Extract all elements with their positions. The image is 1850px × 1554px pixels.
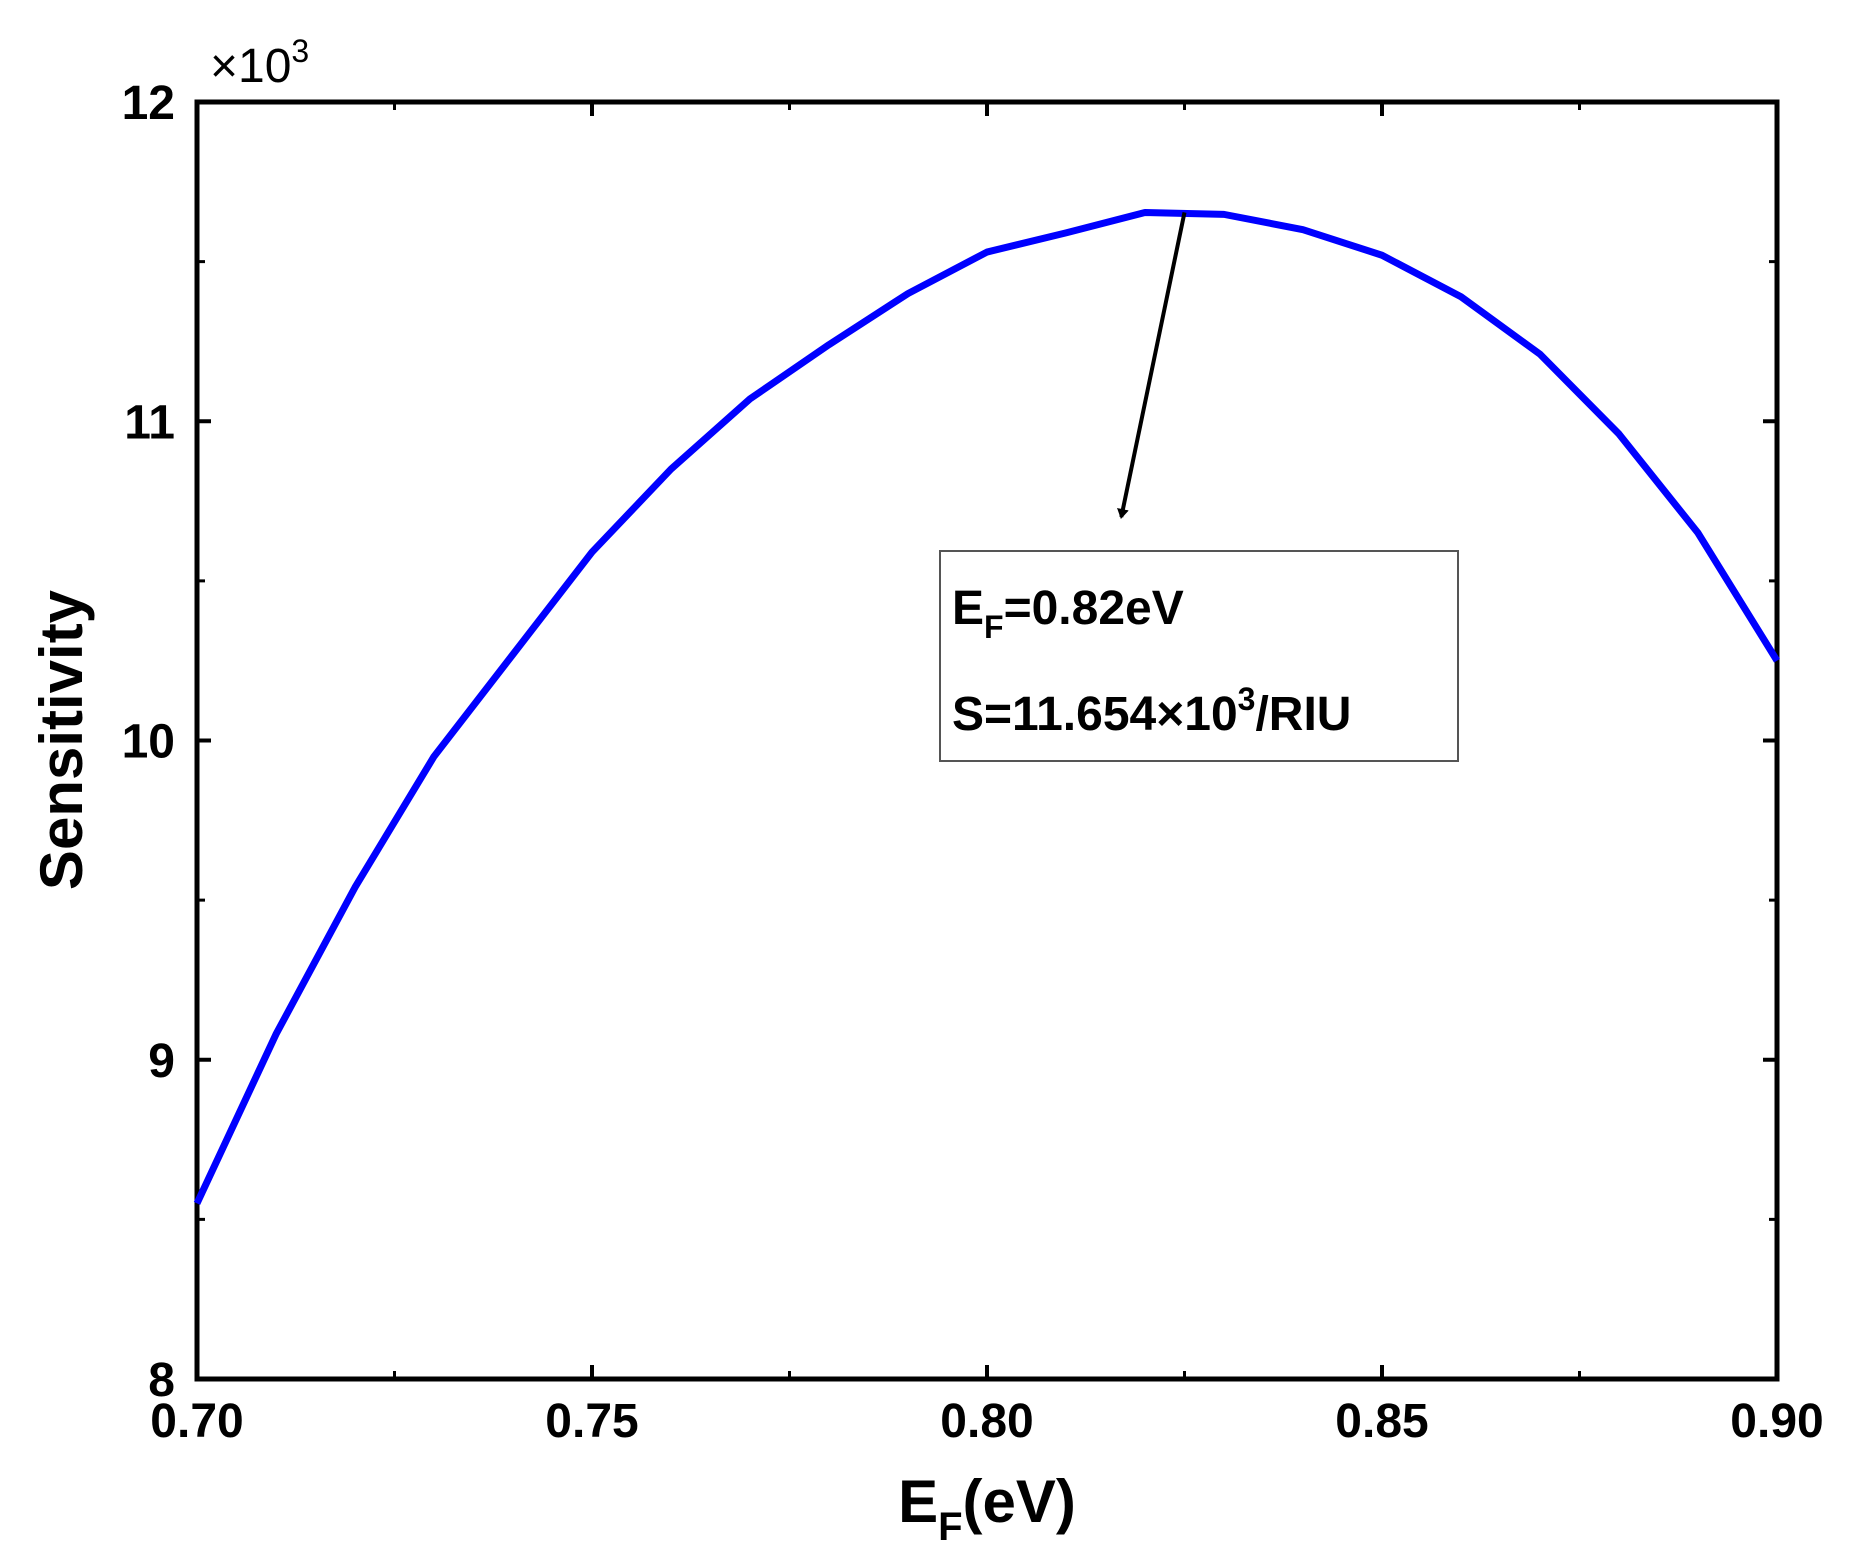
series-line-sensitivity <box>193 208 1780 1205</box>
annotation-line-2: S=11.654×103/RIU <box>952 681 1351 741</box>
data-point <box>984 249 990 255</box>
data-point <box>1063 230 1069 236</box>
y-axis-title: Sensitivity <box>28 589 95 890</box>
y-tick-label: 11 <box>124 396 175 449</box>
y-axis-ticks <box>197 100 1777 1381</box>
data-point <box>510 651 516 657</box>
data-point <box>1300 227 1306 233</box>
data-point <box>589 549 595 555</box>
annotation-line-1: EF=0.82eV <box>952 582 1184 645</box>
x-axis-title-rest: (eV) <box>963 1468 1076 1535</box>
y-tick-label: 10 <box>122 716 175 769</box>
x-tick-label: 0.90 <box>1730 1395 1823 1448</box>
y-axis-tick-labels: 8 9 10 11 12 <box>122 77 175 1407</box>
data-point <box>194 1200 200 1206</box>
y-multiplier-prefix: ×10 <box>210 40 291 93</box>
data-point <box>826 342 832 348</box>
x-tick-label: 0.85 <box>1335 1395 1428 1448</box>
data-point <box>431 753 437 759</box>
x-tick-label: 0.80 <box>940 1395 1033 1448</box>
y-axis-multiplier: ×103 <box>210 33 309 93</box>
annotation-s-exponent: 3 <box>1238 681 1256 717</box>
data-point <box>1616 431 1622 437</box>
y-tick-label: 12 <box>122 77 175 130</box>
data-point <box>668 466 674 472</box>
data-point <box>1142 209 1148 215</box>
data-point <box>352 884 358 890</box>
y-multiplier-exponent: 3 <box>291 33 309 69</box>
x-axis-title: EF(eV) <box>898 1468 1076 1549</box>
data-point <box>1537 351 1543 357</box>
annotation-ef-value: =0.82eV <box>1004 582 1184 635</box>
x-axis-title-main: E <box>898 1468 938 1535</box>
data-point <box>1695 530 1701 536</box>
x-tick-label: 0.70 <box>150 1395 243 1448</box>
data-point <box>747 396 753 402</box>
data-point <box>1458 294 1464 300</box>
annotation-ef-main: E <box>952 582 984 635</box>
y-tick-label: 9 <box>148 1035 175 1088</box>
data-point <box>1774 658 1780 664</box>
annotation-s-prefix: S=11.654×10 <box>952 688 1238 741</box>
y-tick-label: 8 <box>148 1354 175 1407</box>
x-axis-ticks <box>195 102 1779 1379</box>
x-axis-title-subscript: F <box>938 1505 962 1549</box>
data-point <box>1221 211 1227 217</box>
data-point <box>273 1031 279 1037</box>
x-tick-label: 0.75 <box>545 1395 638 1448</box>
x-axis-tick-labels: 0.70 0.75 0.80 0.85 0.90 <box>150 1395 1823 1448</box>
annotation-ef-subscript: F <box>984 609 1004 645</box>
annotation-s-suffix: /RIU <box>1255 688 1351 741</box>
data-point <box>1379 252 1385 258</box>
data-point <box>905 291 911 297</box>
annotation-arrow <box>1117 212 1187 519</box>
annotation-box <box>939 550 1459 762</box>
